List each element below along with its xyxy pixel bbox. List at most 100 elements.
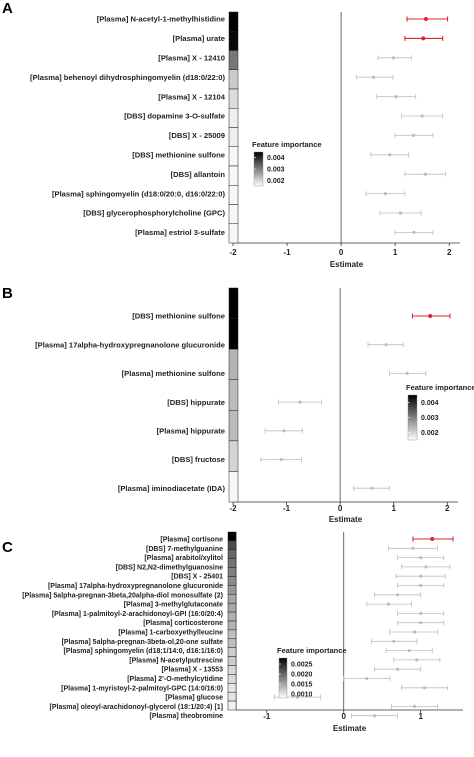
importance-stripe [227,594,237,604]
importance-stripe [228,379,239,411]
feature-label: [DBS] N2,N2-dimethylguanosine [116,564,223,571]
estimate-point [405,371,409,375]
importance-stripe [228,471,239,503]
estimate-point [412,630,417,634]
estimate-point [370,486,374,490]
estimate-point [419,583,423,588]
importance-stripe [228,223,239,244]
estimate-point [365,676,369,681]
feature-label: [Plasma] 2'-O-methylcytidine [127,676,223,683]
legend-label: 0.0010 [291,692,313,699]
feature-label: [DBS] hippurate [167,398,225,407]
estimate-point [395,667,400,671]
estimate-point [279,457,283,462]
importance-stripe [227,665,237,675]
feature-label: [Plasma] N-acetylputrescine [129,657,223,664]
x-tick-label: -1 [283,248,291,257]
feature-label: [Plasma] methionine sulfone [122,369,225,378]
feature-label: [DBS] X - 25401 [171,574,223,581]
x-tick-label: 2 [447,248,452,257]
feature-label: [Plasma] arabitol/xylitol [144,555,223,562]
importance-stripe [227,585,237,595]
importance-stripe [228,31,239,51]
importance-stripe [228,410,239,442]
feature-label: [Plasma] 1-myristoyl-2-palmitoyl-GPC (14… [61,685,223,692]
importance-stripe [227,611,237,622]
x-tick-label: -1 [283,504,291,513]
feature-label: [Plasma] iminodiacetate (IDA) [118,484,226,493]
feature-label: [Plasma] theobromine [149,713,223,720]
feature-label: [Plasma] X - 13553 [162,667,224,674]
legend-label: 0.0015 [291,682,313,689]
feature-label: [Plasma] sphingomyelin (d18:0/20:0, d16:… [52,189,225,198]
importance-stripe [227,691,237,702]
estimate-point [420,114,424,118]
estimate-point [419,611,423,616]
x-tick-label: -2 [229,248,237,257]
legend-label: 0.0020 [291,672,313,679]
importance-stripe [228,440,239,472]
feature-label: [Plasma] 3-methylglutaconate [124,602,223,609]
estimate-point [430,537,435,541]
estimate-point [428,314,433,318]
feature-label: [Plasma] 17alpha-hydroxypregnanolone glu… [48,583,223,590]
importance-stripe [228,185,239,205]
estimate-point [419,574,423,578]
feature-label: [Plasma] oleoyl-arachidonoyl-glycerol (1… [50,704,224,711]
panel-label: B [2,285,13,302]
x-tick-label: 0 [342,712,347,721]
importance-stripe [228,348,239,380]
feature-label: [Plasma] estriol 3-sulfate [135,228,225,237]
estimate-point [394,95,398,99]
legend-label: 0.002 [267,178,285,185]
feature-label: [Plasma] hippurate [157,426,225,435]
feature-label: [Plasma] behenoyl dihydrosphingomyelin (… [30,73,225,82]
x-tick-label: 1 [391,504,396,513]
importance-stripe [227,674,237,684]
x-tick-label: 0 [339,248,344,257]
feature-label: [Plasma] urate [173,34,225,43]
estimate-point [391,56,396,60]
x-tick-label: 2 [445,504,450,513]
feature-label: [DBS] allantoin [171,170,226,179]
estimate-point [411,546,415,550]
feature-label: [Plasma] N-acetyl-1-methylhistidine [97,15,225,24]
feature-label: [Plasma] 5alpha-pregnan-3beta,20alpha-di… [22,592,223,599]
x-tick-label: -2 [229,504,237,513]
importance-stripe [227,558,237,568]
estimate-point [383,192,388,196]
feature-label: [Plasma] 5alpha-pregnan-3beta-ol,20-one … [62,639,224,646]
importance-stripe [227,683,237,693]
importance-stripe [228,88,239,109]
feature-label: [Plasma] X - 12104 [158,92,225,101]
legend-label: 0.004 [421,400,439,407]
estimate-point [295,695,300,699]
feature-label: [Plasma] X - 12410 [158,53,225,62]
importance-stripe [228,108,239,128]
importance-stripe [227,700,237,711]
estimate-point [282,429,286,433]
x-axis-title: Estimate [333,724,367,733]
feature-label: [DBS] 7-methylguanine [146,546,223,553]
legend-label: 0.002 [421,430,439,437]
legend-title: Feature importance [277,646,347,655]
estimate-point [422,686,427,690]
x-tick-label: 1 [418,712,423,721]
importance-stripe [228,165,239,186]
importance-stripe [228,11,239,32]
feature-label: [Plasma] 1-carboxyethylleucine [118,629,223,636]
estimate-point [412,230,416,234]
estimate-point [398,211,403,215]
estimate-point [419,621,423,625]
legend-title: Feature importance [406,383,474,392]
x-tick-label: -1 [263,712,271,721]
importance-stripe [227,656,237,666]
panel-a: A [Plasma] N-acetyl-1-methylhistidine [Pla… [2,0,460,269]
importance-stripe [228,127,239,147]
estimate-point [388,153,392,157]
feature-label: [DBS] methionine sulfone [132,150,225,159]
estimate-point [384,343,388,347]
x-tick-label: 1 [393,248,398,257]
importance-stripe [228,69,239,90]
